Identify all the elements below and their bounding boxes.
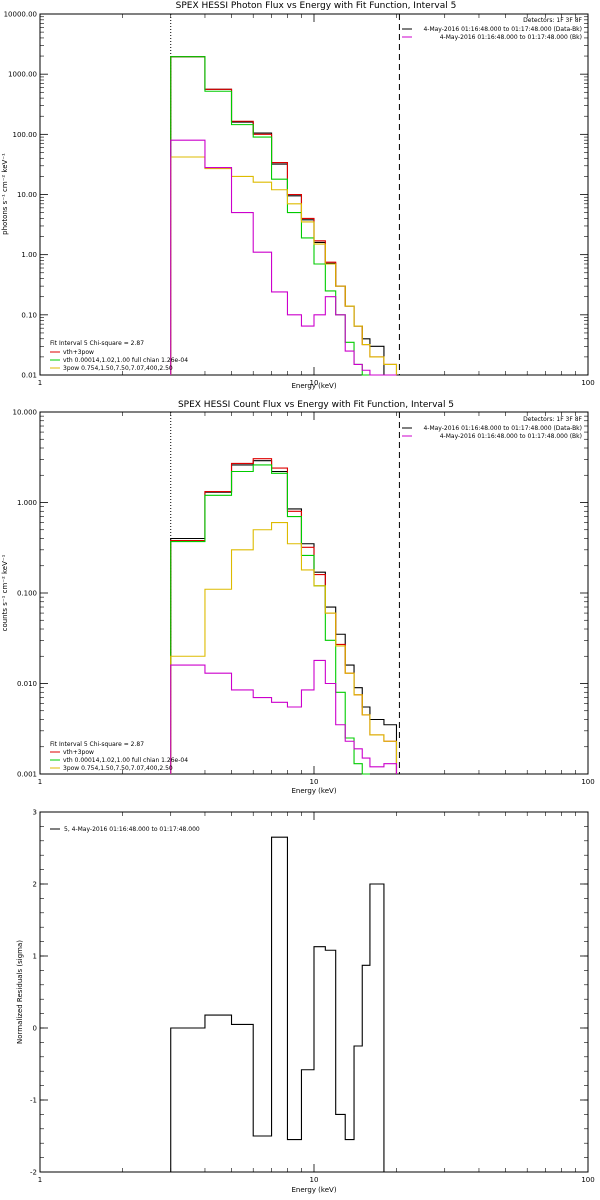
legend-fit-title: Fit Interval 5 Chi-square = 2.87 <box>50 741 144 748</box>
legend-detectors: Detectors: 1F 3F 8F 4-May-2016 01:16:48.… <box>402 416 583 440</box>
series-layer <box>170 836 385 1172</box>
x-tick-label: 100 <box>581 379 594 387</box>
x-tick-label: 1 <box>38 1176 42 1184</box>
x-tick-label: 10 <box>310 379 319 387</box>
y-tick-label: -1 <box>30 1097 37 1105</box>
y-tick-label: 0.010 <box>17 680 37 688</box>
residuals-panel: 1 10 100 -2 -1 0 1 2 3 Energy (keV) Normalized R… <box>16 809 595 1195</box>
legend-detectors: Detectors: 1F 3F 8F 4-May-2016 01:16:48.… <box>402 17 583 41</box>
axis-ticks: 1 10 100 0.01 0.10 1.00 10.00 100.00 1000.00 1000… <box>4 11 595 388</box>
series-layer <box>170 458 398 775</box>
y-tick-label: 1.00 <box>21 251 37 259</box>
y-tick-label: 100.00 <box>13 131 38 139</box>
legend-detectors-title: Detectors: 1F 3F 8F <box>523 416 582 423</box>
legend-label-data-bk: 4-May-2016 01:16:48.000 to 01:17:48.000 … <box>423 26 582 33</box>
x-axis-label: Energy (keV) <box>291 787 336 795</box>
plot-frame <box>39 411 589 775</box>
legend-fit: Fit Interval 5 Chi-square = 2.87 vth+3po… <box>50 741 188 772</box>
y-axis-label: Normalized Residuals (sigma) <box>16 940 24 1044</box>
y-tick-label: 0.01 <box>21 372 37 380</box>
series-line-0 <box>170 56 385 375</box>
x-axis-label: Energy (keV) <box>291 382 336 390</box>
legend-fit: Fit Interval 5 Chi-square = 2.87 vth+3po… <box>50 340 188 372</box>
y-tick-label: -2 <box>30 1169 37 1177</box>
legend-label-3pow: 3pow 0.754,1.50,7.50,7.07,400,2.50 <box>63 365 173 372</box>
count-flux-panel: SPEX HESSI Count Flux vs Energy with Fit… <box>1 400 595 795</box>
x-axis-label: Energy (keV) <box>291 1186 336 1194</box>
series-layer <box>170 56 398 376</box>
y-tick-label: 10.000 <box>13 409 38 417</box>
legend-label-bk: 4-May-2016 01:16:48.000 to 01:17:48.000 … <box>440 433 582 440</box>
axis-ticks: 1 10 100 0.001 0.010 0.100 1.000 10.000 <box>13 409 595 787</box>
legend-label-vth: vth 0.00014,1.02,1.00 full chian 1.26e-0… <box>63 757 188 764</box>
x-tick-label: 10 <box>310 1176 319 1184</box>
y-tick-label: 0.100 <box>17 590 37 598</box>
chart-title: SPEX HESSI Count Flux vs Energy with Fit… <box>178 400 454 410</box>
series-line-3 <box>170 156 398 375</box>
x-tick-label: 10 <box>310 778 319 786</box>
series-line-2 <box>170 56 370 376</box>
series-line-0 <box>170 460 398 774</box>
y-tick-label: 0.001 <box>17 771 37 779</box>
y-tick-label: 0.10 <box>21 311 37 319</box>
series-line-4 <box>170 659 398 774</box>
y-axis-label: photons s⁻¹ cm⁻² keV⁻¹ <box>1 153 9 235</box>
series-line-0 <box>170 836 385 1172</box>
photon-flux-panel: SPEX HESSI Photon Flux vs Energy with Fi… <box>1 1 595 390</box>
x-tick-label: 100 <box>581 778 594 786</box>
x-tick-label: 1 <box>38 778 42 786</box>
legend-label-vth3pow: vth+3pow <box>63 749 94 756</box>
y-tick-label: 2 <box>33 881 37 889</box>
y-tick-label: 3 <box>33 809 37 817</box>
legend-detectors-title: Detectors: 1F 3F 8F <box>523 17 582 24</box>
y-tick-label: 10000.00 <box>4 11 37 19</box>
legend-label-3pow: 3pow 0.754,1.50,7.50,7.07,400,2.50 <box>63 765 173 772</box>
legend-label-residuals: 5, 4-May-2016 01:16:48.000 to 01:17:48.0… <box>64 826 200 833</box>
legend-label-vth: vth 0.00014,1.02,1.00 full chian 1.26e-0… <box>63 357 188 364</box>
y-tick-label: 1 <box>33 953 37 961</box>
y-tick-label: 1000.00 <box>8 71 37 79</box>
legend-label-bk: 4-May-2016 01:16:48.000 to 01:17:48.000 … <box>440 34 582 41</box>
legend-label-data-bk: 4-May-2016 01:16:48.000 to 01:17:48.000 … <box>423 425 582 432</box>
legend-label-vth3pow: vth+3pow <box>63 349 94 356</box>
series-line-4 <box>170 139 397 376</box>
series-line-3 <box>170 522 398 774</box>
series-line-2 <box>170 464 370 775</box>
legend-fit-title: Fit Interval 5 Chi-square = 2.87 <box>50 340 144 347</box>
y-tick-label: 1.000 <box>17 499 37 507</box>
x-tick-label: 1 <box>38 379 42 387</box>
axis-ticks: 1 10 100 -2 -1 0 1 2 3 <box>30 809 595 1185</box>
y-tick-label: 10.00 <box>17 191 37 199</box>
y-axis-label: counts s⁻¹ cm⁻² keV⁻¹ <box>1 554 9 631</box>
legend-residuals: 5, 4-May-2016 01:16:48.000 to 01:17:48.0… <box>50 826 200 833</box>
x-tick-label: 100 <box>581 1176 594 1184</box>
chart-title: SPEX HESSI Photon Flux vs Energy with Fi… <box>176 1 457 11</box>
y-tick-label: 0 <box>33 1025 37 1033</box>
